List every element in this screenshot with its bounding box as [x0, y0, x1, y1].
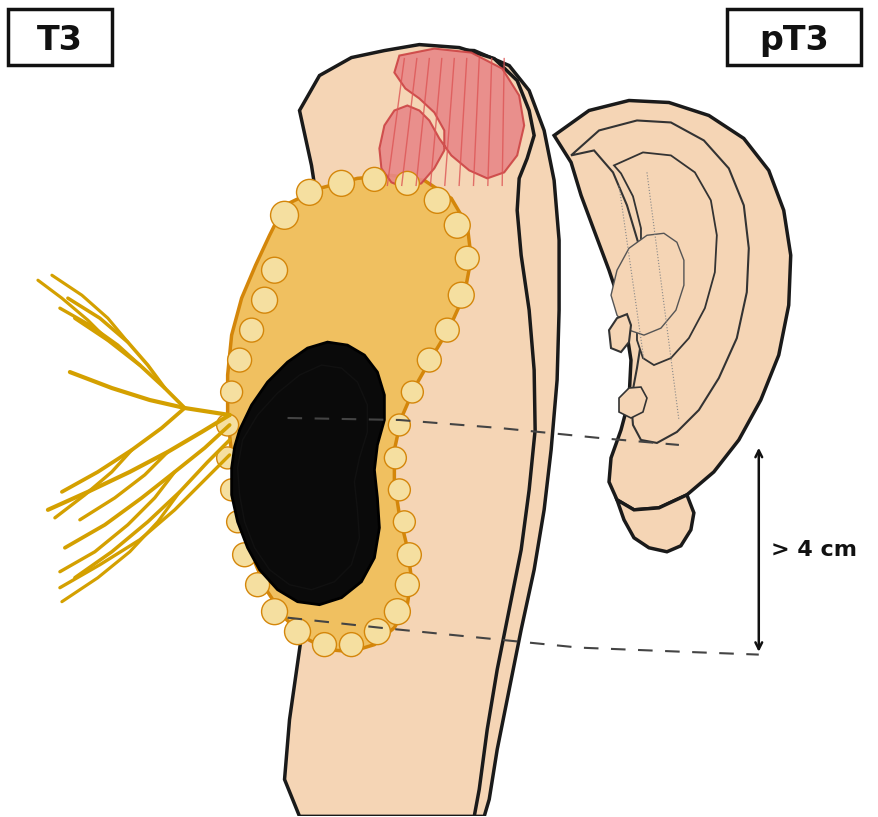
Circle shape [220, 479, 242, 501]
Circle shape [364, 618, 390, 645]
Circle shape [270, 201, 299, 230]
Circle shape [296, 180, 322, 205]
Circle shape [240, 318, 263, 342]
Circle shape [245, 573, 270, 596]
Polygon shape [614, 153, 716, 365]
Text: > 4 cm: > 4 cm [770, 540, 856, 560]
Circle shape [216, 414, 238, 436]
Circle shape [362, 167, 386, 191]
Text: pT3: pT3 [758, 24, 828, 57]
Circle shape [388, 479, 410, 501]
Circle shape [339, 632, 363, 657]
Circle shape [216, 447, 238, 469]
Circle shape [401, 381, 423, 403]
Circle shape [424, 187, 450, 213]
Polygon shape [284, 45, 535, 816]
Circle shape [227, 511, 248, 533]
Polygon shape [553, 100, 790, 510]
Circle shape [384, 599, 410, 625]
Polygon shape [608, 315, 630, 352]
Polygon shape [289, 48, 558, 816]
Circle shape [328, 171, 354, 196]
Circle shape [284, 618, 310, 645]
Circle shape [395, 573, 419, 596]
Polygon shape [232, 342, 384, 605]
Text: T3: T3 [37, 24, 83, 57]
Circle shape [395, 172, 419, 195]
Circle shape [397, 542, 421, 567]
Circle shape [417, 348, 441, 372]
Circle shape [262, 599, 287, 625]
Circle shape [313, 632, 336, 657]
Polygon shape [227, 176, 471, 652]
Polygon shape [571, 120, 748, 443]
Circle shape [233, 542, 256, 567]
Circle shape [455, 246, 479, 270]
Polygon shape [610, 234, 683, 335]
Polygon shape [379, 48, 523, 189]
Circle shape [251, 288, 277, 313]
Circle shape [384, 447, 406, 469]
Circle shape [448, 282, 474, 308]
Circle shape [393, 511, 415, 533]
Circle shape [220, 381, 242, 403]
Circle shape [262, 257, 287, 283]
Circle shape [388, 414, 410, 436]
FancyBboxPatch shape [8, 9, 112, 65]
Polygon shape [618, 387, 646, 418]
Polygon shape [237, 365, 367, 590]
FancyBboxPatch shape [726, 9, 860, 65]
Circle shape [435, 318, 458, 342]
Circle shape [227, 348, 251, 372]
Circle shape [443, 212, 470, 239]
Polygon shape [616, 495, 693, 551]
